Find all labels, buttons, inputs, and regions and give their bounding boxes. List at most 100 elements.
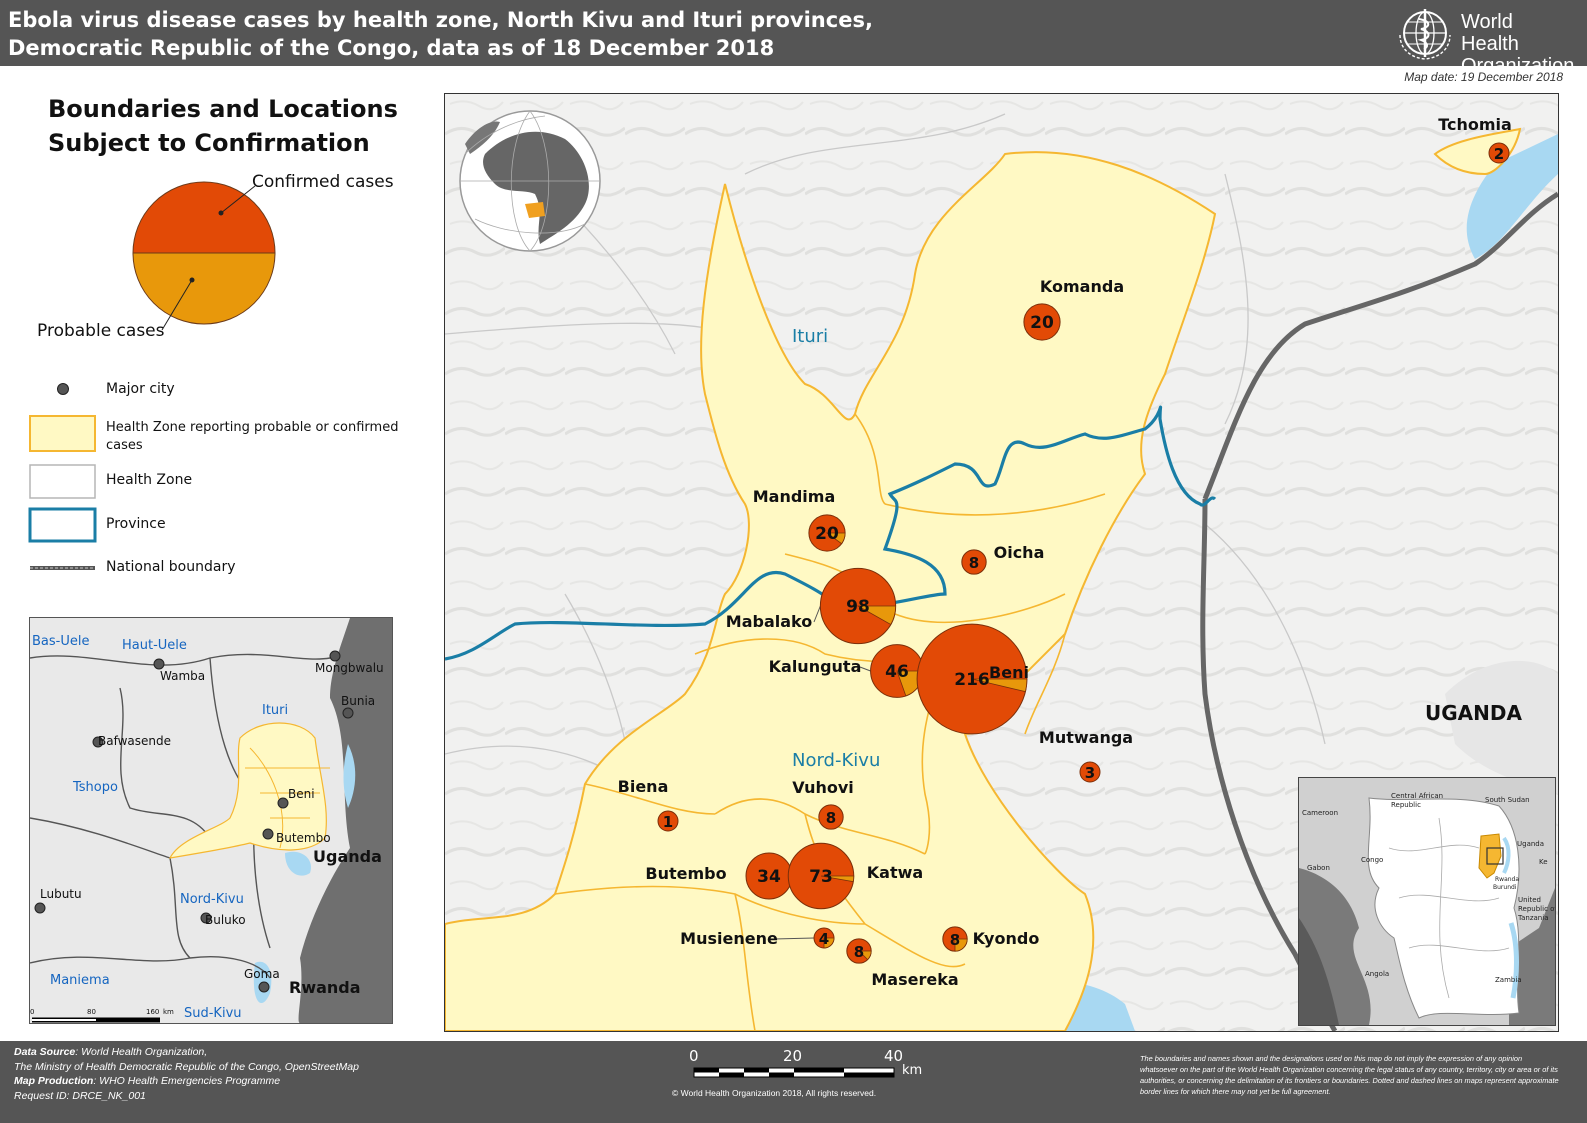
case-pie-tchomia[interactable]: 2 Tchomia: [1438, 115, 1512, 164]
overview-tanzania: United Republic of Tanzania: [1518, 896, 1556, 922]
legend-national-boundary-label: National boundary: [106, 559, 236, 575]
overview-rwanda: Rwanda: [1495, 876, 1520, 883]
request-id: Request ID: DRCE_NK_001: [14, 1089, 146, 1102]
overview-burundi: Burundi: [1493, 884, 1517, 891]
confirmed-slice-mutwanga: [1079, 761, 1101, 783]
inset-city-lubutu: Lubutu: [40, 887, 82, 901]
province-boundary: [445, 405, 1217, 661]
inset-country-rwanda: Rwanda: [289, 978, 361, 997]
case-pie-kalunguta[interactable]: 46 Kalunguta: [769, 644, 924, 698]
inset-scale-80: 80: [87, 1008, 96, 1016]
footer-source: Data Source: World Health Organization, …: [14, 1045, 359, 1103]
inset-scale-0: 0: [30, 1008, 35, 1016]
case-pie-vuhovi[interactable]: 8 Vuhovi: [792, 778, 854, 830]
legend-province-label: Province: [106, 516, 166, 532]
case-pie-biena[interactable]: 1 Biena: [618, 777, 679, 832]
zone-label-mutwanga: Mutwanga: [1039, 728, 1133, 747]
inset-city-goma: Goma: [244, 967, 280, 981]
inset-country-uganda: Uganda: [313, 847, 382, 866]
inset-province-borders: [30, 653, 331, 979]
case-count-oicha: 8: [969, 554, 979, 572]
case-pie-katwa[interactable]: 73 Katwa: [787, 842, 923, 910]
zone-label-biena: Biena: [618, 777, 669, 796]
overview-uganda: Uganda: [1517, 840, 1545, 848]
scale-0: 0: [689, 1047, 699, 1065]
overview-car: Central African Republic: [1391, 792, 1444, 809]
map-title: Ebola virus disease cases by health zone…: [8, 8, 873, 60]
zone-label-kyondo: Kyondo: [973, 929, 1040, 948]
who-name-line2: Organization: [1461, 55, 1575, 77]
inset-scale-km: km: [163, 1008, 174, 1016]
case-pie-beni[interactable]: 216 Beni: [916, 623, 1029, 735]
footer-scale-bar: [693, 1067, 895, 1078]
confirmed-slice-biena: [657, 810, 679, 832]
inset-city-bafwasende: Bafwasende: [98, 734, 172, 748]
overview-extent-box: [1486, 847, 1504, 865]
inset-map[interactable]: Bas-Uele Haut-Uele Ituri Tshopo Nord-Kiv…: [29, 617, 393, 1024]
case-pie-butembo[interactable]: 34 Butembo: [645, 852, 793, 900]
case-count-musienene: 4: [819, 930, 829, 948]
legend-symbols: [28, 181, 276, 570]
province-swatch: [28, 507, 97, 543]
zone-label-kalunguta: Kalunguta: [769, 657, 862, 676]
inset-city-bunia: Bunia: [341, 694, 376, 708]
case-count-komanda: 20: [1030, 313, 1054, 333]
case-pie-mandima[interactable]: 20 Mandima: [753, 487, 846, 552]
inset-region-tshopo: Tshopo: [73, 780, 118, 795]
probable-slice-mandima: [825, 532, 846, 545]
case-count-mutwanga: 3: [1085, 764, 1095, 782]
probable-slice-katwa: [820, 875, 855, 883]
probable-slice-mabalako: [856, 605, 897, 626]
zone-label-katwa: Katwa: [867, 863, 923, 882]
case-pie-musienene[interactable]: 4 Musienene: [680, 927, 835, 949]
legend-major-city-label: Major city: [106, 381, 175, 397]
who-emblem-icon: [1399, 9, 1451, 60]
province-label-ituri: Ituri: [792, 326, 829, 347]
country-label-uganda: UGANDA: [1425, 701, 1522, 725]
lake-albert: [1466, 134, 1558, 259]
inset-city-butembo: Butembo: [276, 831, 331, 845]
case-pie-kyondo[interactable]: 8 Kyondo: [942, 926, 1040, 952]
overview-map[interactable]: Central African Republic South Sudan Cam…: [1298, 777, 1556, 1026]
overview-ke: Ke: [1539, 858, 1548, 866]
inset-city-wamba: Wamba: [160, 669, 206, 683]
legend-confirmed-half: [132, 181, 276, 254]
source-text: : World Health Organization,: [75, 1046, 208, 1058]
inset-region-maniema: Maniema: [50, 973, 110, 988]
inset-region-ituri: Ituri: [262, 703, 289, 718]
legend-probable-label: Probable cases: [37, 321, 165, 341]
overview-affected-area: [1478, 833, 1502, 879]
inset-map-svg: [30, 618, 392, 1023]
zone-label-mabalako: Mabalako: [726, 612, 812, 631]
case-pie-komanda[interactable]: 20 Komanda: [1023, 277, 1124, 341]
source-label: Data Source: [14, 1046, 76, 1058]
case-pie-oicha[interactable]: 8 Oicha: [961, 543, 1045, 575]
affected-zone-swatch: [29, 415, 96, 452]
case-pie-layer: 2 Tchomia 20 Komanda 20 Mandima 8 Oicha 98 Mabala…: [618, 115, 1512, 989]
inset-region-sud-kivu: Sud-Kivu: [184, 1006, 242, 1021]
globe-locator: [459, 110, 601, 252]
inset-region-haut-uele: Haut-Uele: [122, 638, 187, 653]
confirmed-slice-komanda: [1023, 303, 1061, 341]
inset-scale-160: 160: [146, 1008, 160, 1016]
inset-city-mongbwalu: Mongbwalu: [315, 661, 384, 675]
case-count-kyondo: 8: [950, 931, 960, 949]
inset-region-nord-kivu: Nord-Kivu: [180, 892, 244, 907]
case-count-tchomia: 2: [1494, 145, 1504, 163]
case-pie-mabalako[interactable]: 98 Mabalako: [726, 567, 897, 645]
case-pie-masereka[interactable]: 8 Masereka: [846, 938, 959, 989]
zone-label-komanda: Komanda: [1040, 277, 1124, 296]
probable-slice-musienene: [823, 937, 835, 949]
scale-20: 20: [783, 1047, 803, 1065]
inset-city-dots: [34, 650, 354, 993]
case-count-biena: 1: [663, 813, 673, 831]
legend-title: Boundaries and Locations Subject to Conf…: [48, 92, 398, 160]
main-map[interactable]: 2 Tchomia 20 Komanda 20 Mandima 8 Oicha 98 Mabala…: [444, 93, 1559, 1032]
header-bar: Ebola virus disease cases by health zone…: [0, 0, 1587, 77]
case-pie-mutwanga[interactable]: 3 Mutwanga: [1039, 728, 1133, 783]
leader-line-kalunguta: [859, 666, 871, 672]
overview-cameroon: Cameroon: [1302, 809, 1339, 817]
inset-uganda-rwanda: [298, 618, 392, 1023]
zone-label-oicha: Oicha: [994, 543, 1045, 562]
probable-slice-beni: [971, 678, 1028, 693]
